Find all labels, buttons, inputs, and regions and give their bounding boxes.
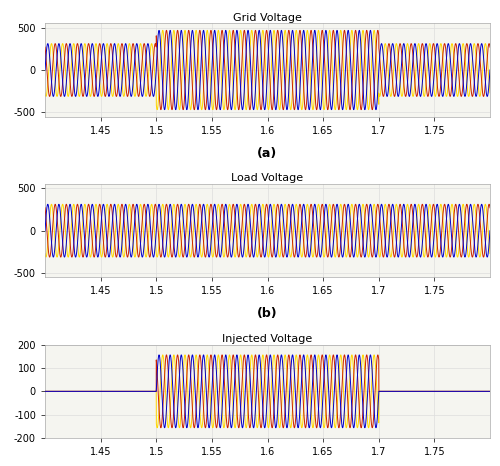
- Text: (a): (a): [258, 147, 278, 159]
- Title: Injected Voltage: Injected Voltage: [222, 334, 312, 344]
- Title: Grid Voltage: Grid Voltage: [233, 13, 302, 22]
- Text: (b): (b): [257, 307, 278, 320]
- Title: Load Voltage: Load Voltage: [232, 173, 304, 183]
